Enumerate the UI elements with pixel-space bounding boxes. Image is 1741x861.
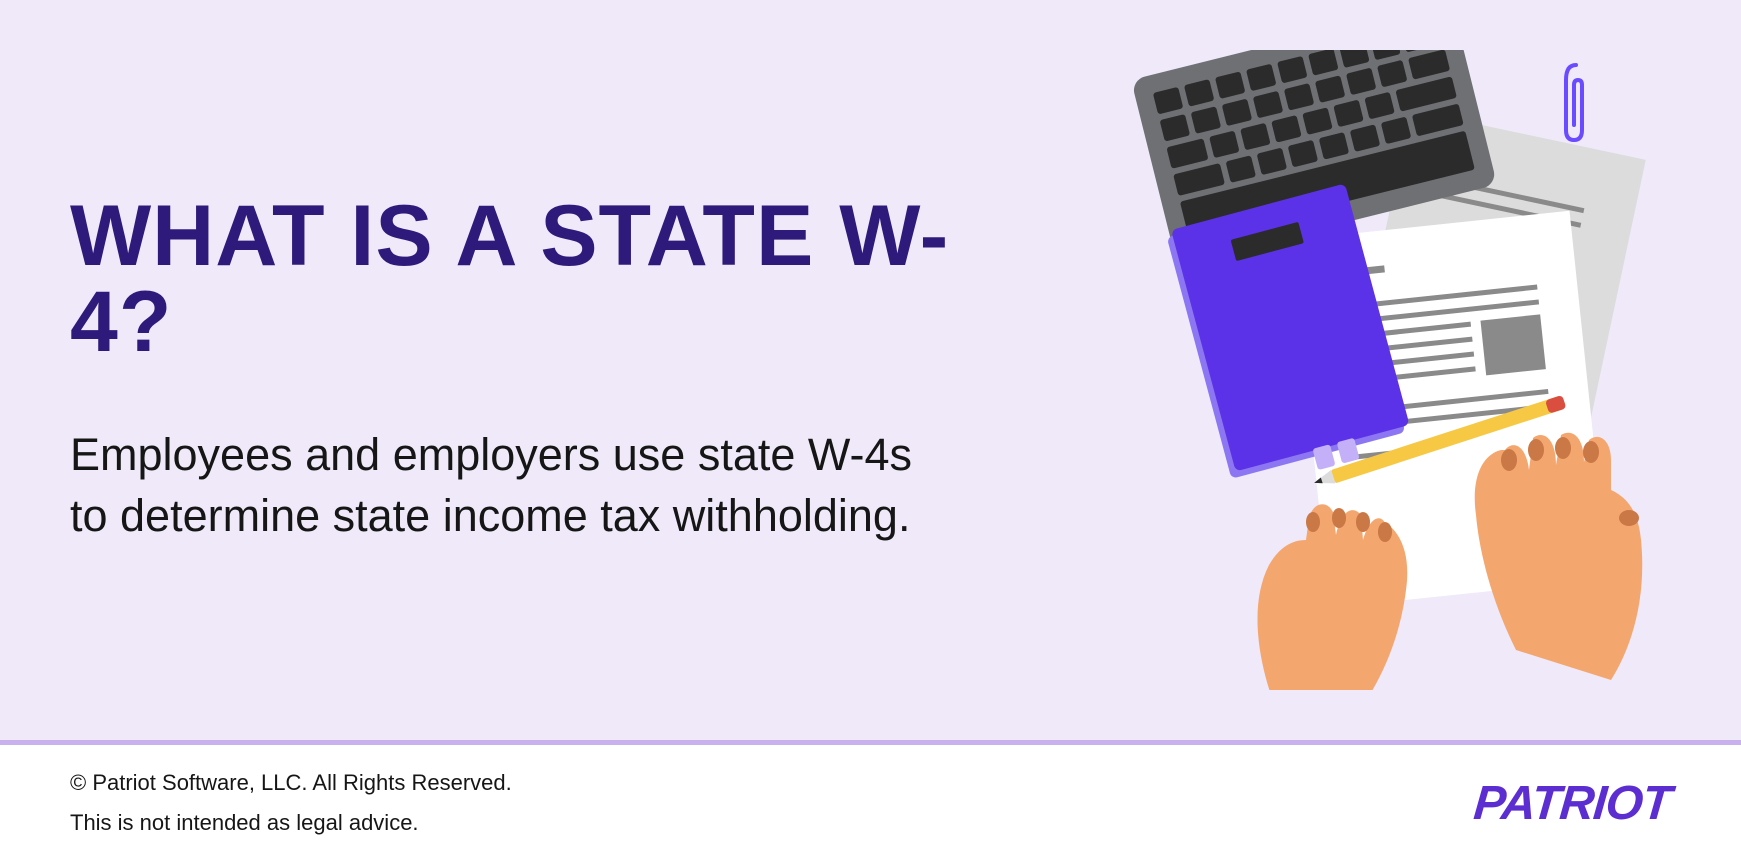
body-text: Employees and employers use state W-4s t… <box>70 425 950 547</box>
disclaimer: This is not intended as legal advice. <box>70 803 512 843</box>
brand-logo: PATRIOT <box>1472 776 1673 831</box>
paperwork-illustration <box>1021 50 1701 690</box>
copyright: © Patriot Software, LLC. All Rights Rese… <box>70 763 512 803</box>
main-content: WHAT IS A STATE W-4? Employees and emplo… <box>0 0 1741 740</box>
footer-text: © Patriot Software, LLC. All Rights Rese… <box>70 763 512 842</box>
headline: WHAT IS A STATE W-4? <box>70 193 950 365</box>
footer: © Patriot Software, LLC. All Rights Rese… <box>0 745 1741 861</box>
text-block: WHAT IS A STATE W-4? Employees and emplo… <box>0 193 950 547</box>
